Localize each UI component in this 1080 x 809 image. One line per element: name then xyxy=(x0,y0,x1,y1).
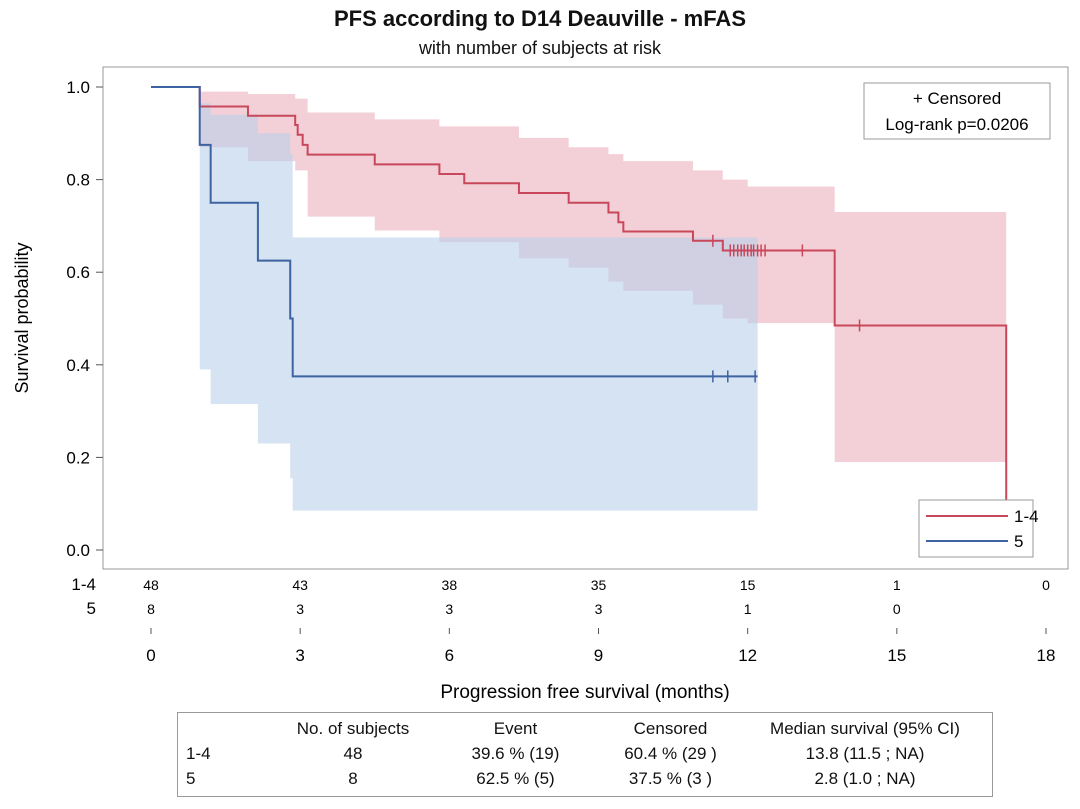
plot-frame xyxy=(102,66,1069,570)
logrank-note: Log-rank p=0.0206 xyxy=(885,115,1028,134)
row-median: 13.8 (11.5 ; NA) xyxy=(805,744,925,763)
row-subjects: 48 xyxy=(343,744,363,763)
x-tick-label: 12 xyxy=(738,646,757,665)
x-tick-label: 9 xyxy=(594,646,603,665)
row-censored: 37.5 % (3 ) xyxy=(628,769,713,788)
censor-marks xyxy=(712,234,861,383)
at-risk-table: 1-4 48 43 38 35 15 1 05 8 3 3 3 1 0 xyxy=(71,575,1050,618)
at-risk-count: 1 xyxy=(893,577,901,593)
chart-title: PFS according to D14 Deauville - mFAS xyxy=(334,6,746,31)
at-risk-count: 38 xyxy=(442,577,458,593)
confidence-bands xyxy=(151,87,1007,511)
at-risk-count: 1 xyxy=(744,601,752,617)
at-risk-row-label: 1-4 xyxy=(71,575,96,594)
survival-curve-1-4 xyxy=(151,86,1008,550)
at-risk-count: 3 xyxy=(296,601,304,617)
x-axis: 0 3 6 9 12 15 18 xyxy=(146,628,1055,665)
row-label: 1-4 xyxy=(186,744,211,763)
y-tick-label: 0.4 xyxy=(66,356,90,375)
header-median: Median survival (95% CI) xyxy=(770,719,960,738)
km-chart: 0.00.20.40.60.81.0 0 3 6 9 12 15 18 1-4 48 43 38 3… xyxy=(12,66,1069,703)
censored-note: + Censored xyxy=(913,89,1001,108)
header-subjects: No. of subjects xyxy=(296,719,410,738)
row-event: 39.6 % (19) xyxy=(471,744,560,763)
at-risk-count: 3 xyxy=(595,601,603,617)
legend-label-5: 5 xyxy=(1014,532,1023,551)
at-risk-count: 43 xyxy=(292,577,308,593)
header-event: Event xyxy=(493,719,538,738)
row-subjects: 8 xyxy=(348,769,358,788)
row-median: 2.8 (1.0 ; NA) xyxy=(814,769,916,788)
legend: 1-4 5 xyxy=(918,499,1039,558)
at-risk-count: 0 xyxy=(893,601,901,617)
y-tick-label: 0.2 xyxy=(66,448,90,467)
survival-curves xyxy=(151,86,1008,550)
chart-subtitle: with number of subjects at risk xyxy=(418,38,662,58)
x-tick-label: 18 xyxy=(1037,646,1056,665)
at-risk-row-label: 5 xyxy=(87,599,96,618)
survival-curve-5 xyxy=(151,86,758,378)
x-tick-label: 15 xyxy=(887,646,906,665)
at-risk-count: 0 xyxy=(1042,577,1050,593)
at-risk-count: 8 xyxy=(147,601,155,617)
x-axis-label: Progression free survival (months) xyxy=(440,682,729,703)
summary-table: No. of subjects Event Censored Median su… xyxy=(177,712,993,797)
at-risk-count: 48 xyxy=(143,577,159,593)
y-axis-label: Survival probability xyxy=(12,242,32,393)
inset-box: + Censored Log-rank p=0.0206 xyxy=(863,82,1051,140)
at-risk-count: 3 xyxy=(445,601,453,617)
ci-band-1-4 xyxy=(151,87,1007,463)
row-censored: 60.4 % (29 ) xyxy=(624,744,717,763)
y-tick-label: 1.0 xyxy=(66,78,90,97)
legend-label-1-4: 1-4 xyxy=(1014,507,1039,526)
ci-band-5 xyxy=(151,87,758,511)
y-tick-label: 0.6 xyxy=(66,263,90,282)
x-tick-label: 6 xyxy=(445,646,454,665)
header-censored: Censored xyxy=(633,719,708,738)
y-tick-label: 0.8 xyxy=(66,171,90,190)
x-tick-label: 0 xyxy=(146,646,155,665)
row-label: 5 xyxy=(186,769,196,788)
y-tick-label: 0.0 xyxy=(66,541,90,560)
at-risk-count: 35 xyxy=(591,577,607,593)
row-event: 62.5 % (5) xyxy=(476,769,555,788)
at-risk-count: 15 xyxy=(740,577,756,593)
x-tick-label: 3 xyxy=(295,646,304,665)
y-axis: 0.0 0.2 0.4 0.6 0.8 1.0 xyxy=(66,78,103,560)
